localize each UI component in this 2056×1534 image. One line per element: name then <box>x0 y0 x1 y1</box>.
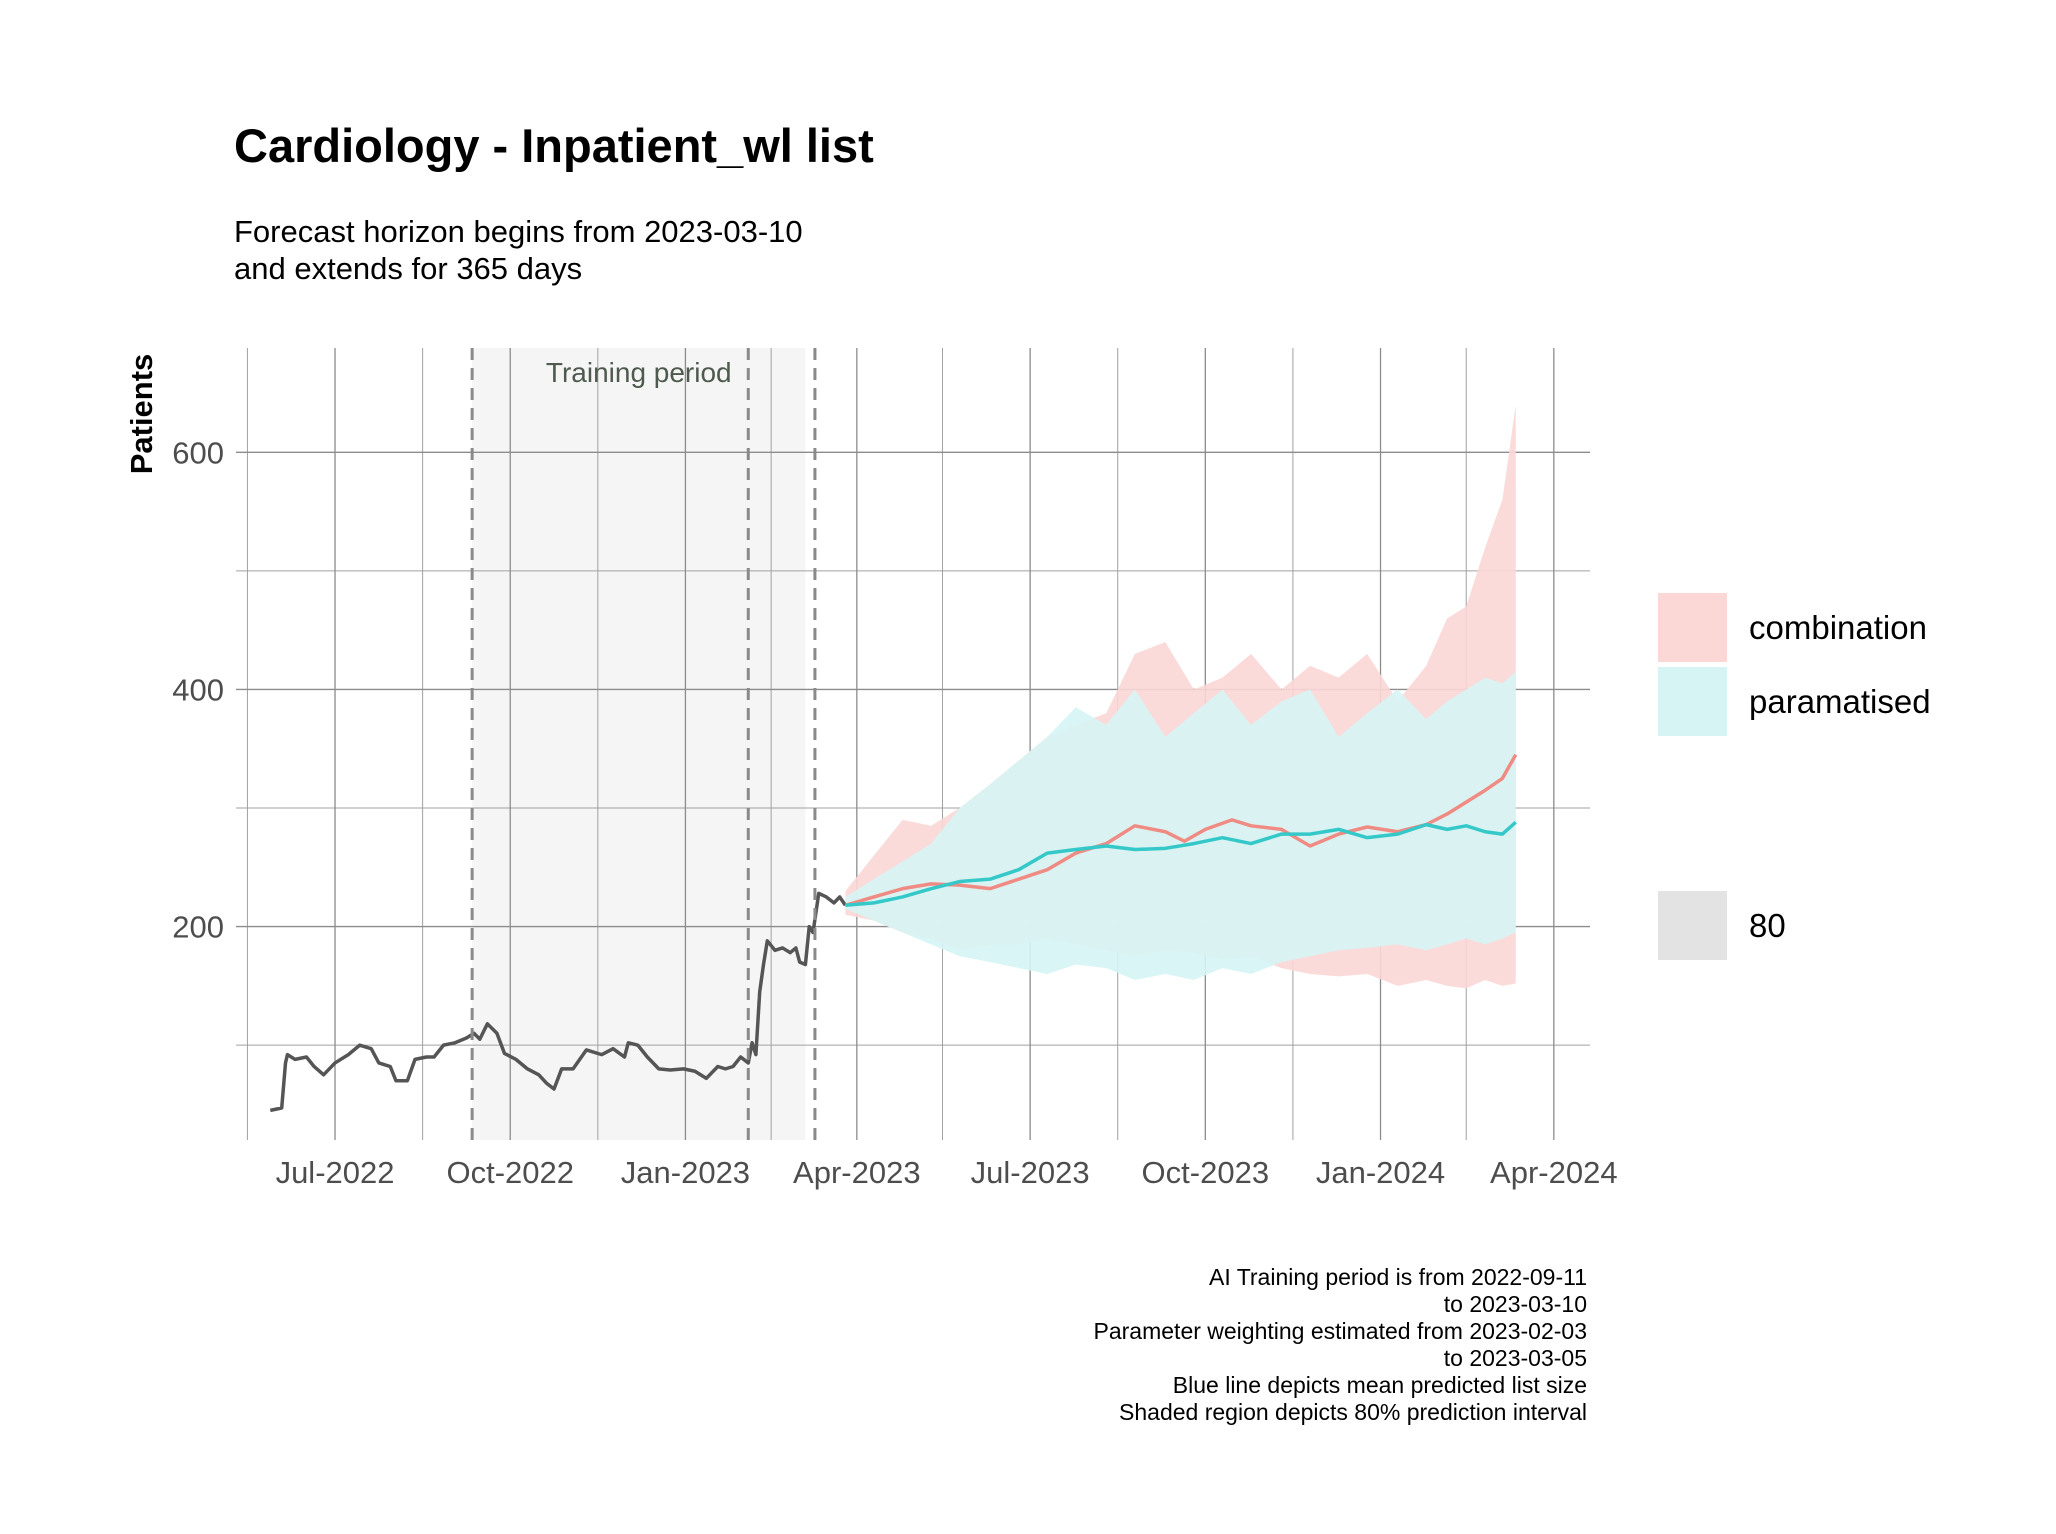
y-tick-label: 400 <box>172 672 224 707</box>
training-period-region <box>472 348 806 1140</box>
caption-line-4: to 2023-03-05 <box>1443 1345 1587 1371</box>
legend-label-level: 80 <box>1749 907 1786 944</box>
mean-line-combination <box>844 753 1518 907</box>
x-tick-label: Jan-2024 <box>1316 1155 1445 1190</box>
legend-label-paramatised: paramatised <box>1749 683 1931 720</box>
x-tick-label: Jan-2023 <box>621 1155 750 1190</box>
y-tick-label: 200 <box>172 910 224 945</box>
x-tick-label: Jul-2022 <box>276 1155 395 1190</box>
training-period-label: Training period <box>546 357 732 388</box>
chart-title: Cardiology - Inpatient_wl list <box>234 119 874 172</box>
legend-key-level <box>1658 891 1727 960</box>
x-tick-label: Oct-2022 <box>446 1155 574 1190</box>
x-tick-label: Oct-2023 <box>1142 1155 1270 1190</box>
x-tick-label: Apr-2024 <box>1490 1155 1618 1190</box>
legend-key-paramatised <box>1658 667 1727 736</box>
x-tick-label: Apr-2023 <box>793 1155 921 1190</box>
legend-key-combination <box>1658 593 1727 662</box>
legend-label-combination: combination <box>1749 609 1927 646</box>
history-line <box>269 891 847 1113</box>
y-axis-title: Patients <box>124 354 159 475</box>
caption-line-2: to 2023-03-10 <box>1443 1291 1587 1317</box>
y-tick-label: 600 <box>172 435 224 470</box>
band-paramatised <box>845 671 1516 980</box>
chart-subtitle-line-2: and extends for 365 days <box>234 251 583 286</box>
chart-subtitle-line-1: Forecast horizon begins from 2023-03-10 <box>234 214 803 249</box>
caption-line-3: Parameter weighting estimated from 2023-… <box>1093 1318 1587 1344</box>
caption-line-5: Blue line depicts mean predicted list si… <box>1172 1372 1587 1398</box>
mean-line-paramatised <box>845 820 1517 907</box>
caption-line-6: Shaded region depicts 80% prediction int… <box>1119 1399 1587 1425</box>
x-tick-label: Jul-2023 <box>971 1155 1090 1190</box>
caption-line-1: AI Training period is from 2022-09-11 <box>1209 1264 1587 1290</box>
